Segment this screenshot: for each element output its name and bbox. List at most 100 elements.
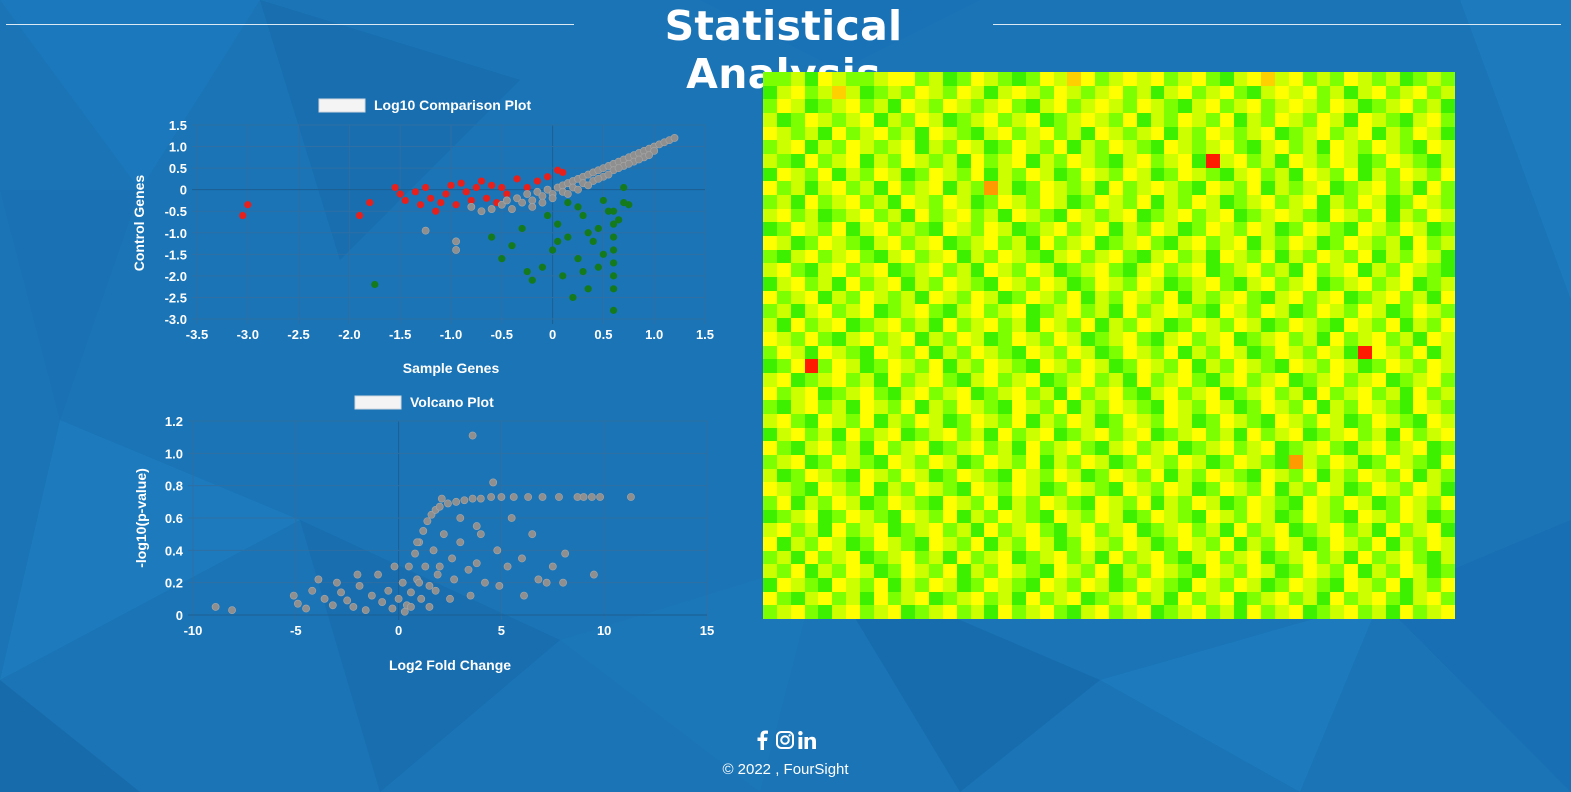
heatmap-cell[interactable]	[915, 441, 930, 455]
heatmap-cell[interactable]	[1012, 523, 1026, 537]
heatmap-cell[interactable]	[1247, 372, 1262, 387]
heatmap-cell[interactable]	[873, 331, 888, 346]
volcano-point-gray[interactable]	[481, 578, 489, 587]
heatmap-cell[interactable]	[1371, 195, 1386, 209]
heatmap-cell[interactable]	[1441, 331, 1455, 346]
heatmap-cell[interactable]	[873, 345, 888, 360]
heatmap-cell[interactable]	[1205, 536, 1220, 551]
heatmap-cell[interactable]	[1095, 523, 1109, 537]
heatmap-cell[interactable]	[832, 550, 847, 565]
heatmap-cell[interactable]	[1316, 550, 1331, 565]
heatmap-cell[interactable]	[1302, 85, 1317, 100]
heatmap-cell[interactable]	[1136, 523, 1151, 537]
heatmap-cell[interactable]	[1025, 564, 1040, 578]
heatmap-cell[interactable]	[901, 263, 916, 278]
heatmap-cell[interactable]	[1399, 605, 1414, 619]
heatmap-cell[interactable]	[1178, 495, 1193, 510]
heatmap-cell[interactable]	[1316, 605, 1331, 619]
heatmap-cell[interactable]	[915, 99, 930, 114]
heatmap-cell[interactable]	[1261, 140, 1276, 155]
heatmap-cell[interactable]	[1385, 441, 1400, 455]
heatmap-cell[interactable]	[956, 386, 971, 401]
heatmap-cell[interactable]	[1427, 181, 1442, 196]
heatmap-cell[interactable]	[1164, 126, 1179, 141]
heatmap-cell[interactable]	[1178, 318, 1193, 332]
heatmap-cell[interactable]	[776, 386, 791, 401]
volcano-point-gray[interactable]	[590, 570, 598, 579]
heatmap-cell[interactable]	[1081, 140, 1096, 155]
heatmap-cell[interactable]	[832, 85, 847, 100]
heatmap-cell[interactable]	[1164, 577, 1179, 592]
heatmap-cell[interactable]	[1025, 222, 1040, 237]
heatmap-cell[interactable]	[1039, 427, 1054, 442]
heatmap-cell[interactable]	[1261, 400, 1276, 414]
heatmap-cell[interactable]	[1316, 591, 1331, 606]
heatmap-cell[interactable]	[1122, 208, 1137, 223]
heatmap-cell[interactable]	[846, 427, 860, 442]
heatmap-cell[interactable]	[873, 154, 888, 168]
heatmap-cell[interactable]	[1330, 72, 1345, 86]
heatmap-cell[interactable]	[804, 290, 819, 305]
heatmap-cell[interactable]	[1233, 495, 1248, 510]
heatmap-cell[interactable]	[1302, 72, 1317, 86]
heatmap-cell[interactable]	[873, 85, 888, 100]
heatmap-cell[interactable]	[1053, 195, 1068, 209]
heatmap-cell[interactable]	[1358, 536, 1372, 551]
heatmap-cell[interactable]	[1413, 577, 1428, 592]
heatmap-cell[interactable]	[763, 564, 777, 578]
volcano-point-gray[interactable]	[415, 578, 424, 587]
heatmap-cell[interactable]	[1150, 441, 1165, 455]
heatmap-cell[interactable]	[763, 290, 777, 305]
heatmap-cell[interactable]	[804, 400, 819, 414]
heatmap-cell[interactable]	[790, 181, 805, 196]
heatmap-cell[interactable]	[832, 441, 847, 455]
heatmap-cell[interactable]	[832, 427, 847, 442]
heatmap-cell[interactable]	[1344, 290, 1359, 305]
heatmap-cell[interactable]	[929, 263, 943, 278]
heatmap-cell[interactable]	[901, 577, 916, 592]
heatmap-cell[interactable]	[873, 482, 888, 496]
heatmap-cell[interactable]	[790, 85, 805, 100]
heatmap-cell[interactable]	[1039, 222, 1054, 237]
heatmap-cell[interactable]	[1039, 454, 1054, 469]
log10-point-red[interactable]	[498, 183, 506, 192]
heatmap-cell[interactable]	[998, 263, 1013, 278]
heatmap-cell[interactable]	[1358, 290, 1372, 305]
heatmap-cell[interactable]	[1150, 113, 1165, 127]
heatmap-cell[interactable]	[915, 85, 930, 100]
heatmap-cell[interactable]	[1039, 99, 1054, 114]
heatmap-cell[interactable]	[818, 140, 833, 155]
heatmap-cell[interactable]	[942, 550, 957, 565]
heatmap-cell[interactable]	[859, 536, 874, 551]
heatmap-cell[interactable]	[1344, 208, 1359, 223]
heatmap-cell[interactable]	[1192, 372, 1206, 387]
heatmap-cell[interactable]	[984, 427, 999, 442]
log10-point-green[interactable]	[625, 201, 633, 209]
volcano-point-gray[interactable]	[320, 594, 329, 603]
heatmap-cell[interactable]	[1053, 249, 1068, 264]
heatmap-cell[interactable]	[1095, 454, 1109, 469]
heatmap-cell[interactable]	[1122, 495, 1137, 510]
volcano-point-gray[interactable]	[328, 601, 337, 610]
heatmap-cell[interactable]	[1109, 482, 1123, 496]
heatmap-cell[interactable]	[1039, 181, 1054, 196]
heatmap-cell[interactable]	[1233, 222, 1248, 237]
log10-point-red[interactable]	[391, 183, 399, 192]
heatmap-cell[interactable]	[887, 605, 902, 619]
heatmap-cell[interactable]	[929, 277, 943, 291]
log10-point-green[interactable]	[579, 211, 587, 220]
heatmap-cell[interactable]	[1164, 564, 1179, 578]
heatmap-cell[interactable]	[915, 290, 930, 305]
heatmap-cell[interactable]	[859, 318, 874, 332]
heatmap-cell[interactable]	[1288, 523, 1303, 537]
heatmap-cell[interactable]	[1302, 113, 1317, 127]
heatmap-cell[interactable]	[1178, 564, 1193, 578]
log10-point-red[interactable]	[467, 196, 475, 205]
heatmap-cell[interactable]	[1275, 167, 1289, 182]
heatmap-cell[interactable]	[1441, 400, 1455, 414]
heatmap-cell[interactable]	[1219, 468, 1234, 483]
heatmap-cell[interactable]	[929, 359, 943, 373]
log10-point-green[interactable]	[589, 237, 597, 245]
heatmap-cell[interactable]	[1247, 400, 1262, 414]
heatmap-cell[interactable]	[1302, 345, 1317, 360]
